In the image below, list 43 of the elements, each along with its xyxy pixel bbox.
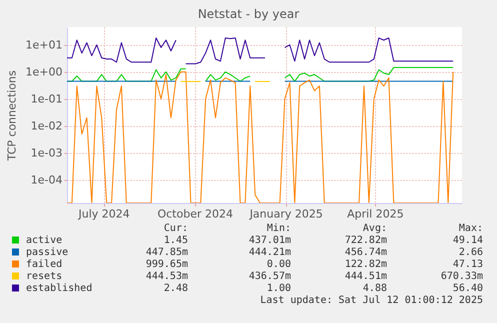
- text: 4.88: [362, 283, 387, 294]
- x-tick-label: April 2025: [347, 208, 404, 220]
- line-series: [67, 71, 454, 203]
- y-tick-label: 1e+00: [26, 65, 62, 78]
- y-tick-label: 1e+01: [26, 38, 62, 52]
- text: 444.51m: [344, 271, 387, 282]
- y-tick-label: 1e-02: [30, 119, 62, 132]
- legend-label: active: [26, 235, 62, 246]
- text: Max:: [458, 223, 483, 234]
- text: 722.82m: [344, 235, 387, 246]
- text: 670.33m: [440, 271, 483, 282]
- y-axis-title: TCP connections: [6, 70, 19, 162]
- text: 436.57m: [248, 271, 291, 282]
- y-tick-label: 1e-03: [30, 146, 62, 160]
- text: 0.00: [266, 259, 291, 270]
- text: Avg:: [362, 223, 387, 234]
- text: 447.85m: [146, 247, 188, 258]
- text: 47.13: [452, 259, 483, 270]
- text: 444.21m: [248, 247, 291, 258]
- text: 999.65m: [146, 259, 188, 270]
- legend-label: established: [26, 283, 92, 294]
- y-tick-label: 1e-01: [30, 92, 62, 106]
- text: 1.00: [266, 283, 291, 294]
- legend-label: resets: [26, 271, 62, 282]
- x-tick-label: July 2024: [77, 208, 130, 220]
- text: 456.74m: [344, 247, 387, 258]
- text: 49.14: [452, 235, 483, 246]
- text: Last update: Sat Jul 12 01:00:12 2025: [260, 295, 483, 306]
- text: 2.66: [458, 247, 483, 258]
- chart-title: Netstat - by year: [198, 7, 300, 21]
- legend-label: failed: [26, 259, 62, 270]
- text: Min:: [266, 223, 291, 234]
- text: 56.40: [452, 283, 483, 294]
- text: 122.82m: [344, 259, 387, 270]
- y-tick-label: 1e-04: [30, 173, 62, 186]
- x-tick-label: October 2024: [157, 208, 233, 220]
- text: 437.01m: [248, 235, 291, 246]
- x-tick-label: January 2025: [248, 208, 323, 220]
- legend-label: passive: [26, 247, 68, 258]
- text: 444.53m: [146, 271, 188, 282]
- text: Cur:: [164, 223, 188, 234]
- text: 1.45: [164, 235, 188, 246]
- text: 2.48: [164, 283, 188, 294]
